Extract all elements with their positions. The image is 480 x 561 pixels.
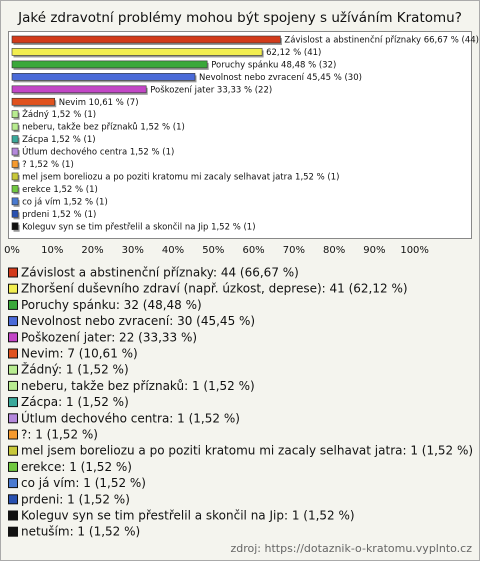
legend-swatch: [8, 494, 18, 505]
legend-label: Koleguv syn se tim přestřelil a skončil …: [21, 509, 355, 523]
legend-swatch: [8, 461, 18, 472]
legend-label: prdeni: 1 (1,52 %): [21, 492, 130, 506]
bar-label: Poškození jater 33,33 % (22): [150, 84, 272, 95]
bar: [11, 122, 19, 131]
legend-swatch: [8, 380, 18, 391]
legend-label: Zácpa: 1 (1,52 %): [21, 395, 129, 409]
bar: [11, 35, 281, 44]
x-tick-label: 30%: [122, 245, 144, 256]
bar-label: 62,12 % (41): [266, 48, 321, 58]
bar: [11, 97, 56, 106]
bar-label: neberu, takže bez příznaků 1,52 % (1): [22, 122, 185, 133]
legend-swatch: [8, 445, 18, 456]
bar: [11, 172, 19, 181]
bar-label: Poruchy spánku 48,48 % (32): [211, 60, 336, 70]
bar-label: Koleguv syn se tim přestřelil a skončil …: [22, 221, 255, 232]
legend-swatch: [8, 397, 18, 408]
legend-label: Poruchy spánku: 32 (48,48 %): [21, 298, 202, 312]
legend-swatch: [8, 364, 18, 375]
legend-label: ?: 1 (1,52 %): [21, 428, 98, 442]
legend-label: netuším: 1 (1,52 %): [21, 525, 140, 539]
legend-label: Nevim: 7 (10,61 %): [21, 347, 138, 361]
bar: [11, 160, 19, 168]
bar: [11, 222, 19, 231]
chart-title: Jaké zdravotní problémy mohou být spojen…: [17, 10, 462, 26]
bar: [11, 73, 196, 81]
source: zdroj: https://dotaznik-o-kratomu.vyplnt…: [230, 542, 472, 555]
legend-swatch: [8, 526, 18, 537]
bar-label: Zácpa 1,52 % (1): [22, 135, 95, 145]
x-tick-label: 50%: [202, 245, 224, 256]
bar-label: erekce 1,52 % (1): [22, 185, 98, 195]
x-tick-label: 40%: [162, 245, 184, 256]
legend-label: Závislost a abstinenční příznaky: 44 (66…: [21, 266, 299, 280]
x-tick-label: 70%: [283, 245, 305, 256]
x-tick-label: 10%: [41, 245, 63, 256]
bar: [11, 60, 208, 69]
x-tick-label: 80%: [323, 245, 345, 256]
x-tick-label: 20%: [81, 245, 103, 256]
bar-label: mel jsem boreliozu a po poziti kratomu m…: [22, 172, 339, 182]
bar-label: Žádný 1,52 % (1): [22, 108, 96, 120]
x-tick-label: 100%: [400, 245, 429, 256]
bar: [11, 197, 19, 206]
bar-label: Nevolnost nebo zvracení 45,45 % (30): [199, 73, 362, 83]
bar: [11, 135, 19, 143]
legend-swatch: [8, 283, 18, 294]
bar: [11, 185, 19, 193]
bar-label: Útlum dechového centra 1,52 % (1): [22, 146, 174, 158]
bar-label: ? 1,52 % (1): [22, 160, 74, 170]
legend-swatch: [8, 348, 18, 359]
legend-swatch: [8, 332, 18, 343]
legend-swatch: [8, 267, 18, 278]
legend-label: Zhoršení duševního zdraví (např. úzkost,…: [21, 282, 408, 296]
legend-swatch: [8, 316, 18, 327]
x-tick-label: 90%: [363, 245, 385, 256]
legend-label: Útlum dechového centra: 1 (1,52 %): [21, 410, 240, 425]
bar-label: Závislost a abstinenční příznaky 66,67 %…: [284, 35, 479, 46]
legend-swatch: [8, 413, 18, 424]
legend-label: co já vím: 1 (1,52 %): [21, 476, 146, 490]
legend-swatch: [8, 429, 18, 440]
x-tick-label: 60%: [242, 245, 264, 256]
legend-label: Žádný: 1 (1,52 %): [21, 362, 129, 377]
x-tick-label: 0%: [4, 245, 20, 256]
bar: [11, 210, 19, 218]
legend-swatch: [8, 478, 18, 489]
bar: [11, 147, 19, 156]
legend-label: Poškození jater: 22 (33,33 %): [21, 330, 197, 344]
legend-swatch: [8, 510, 18, 521]
legend-label: erekce: 1 (1,52 %): [21, 460, 132, 474]
bar: [11, 48, 263, 56]
bar: [11, 110, 19, 118]
bar-label: prdeni 1,52 % (1): [22, 210, 96, 220]
bar-label: co já vím 1,52 % (1): [22, 197, 108, 207]
legend-label: neberu, takže bez příznaků: 1 (1,52 %): [21, 379, 255, 393]
legend-label: mel jsem boreliozu a po poziti kratomu m…: [21, 444, 473, 458]
legend-label: Nevolnost nebo zvracení: 30 (45,45 %): [21, 314, 255, 328]
bar-label: Nevim 10,61 % (7): [59, 98, 139, 108]
bar: [11, 85, 147, 94]
legend-swatch: [8, 299, 18, 310]
